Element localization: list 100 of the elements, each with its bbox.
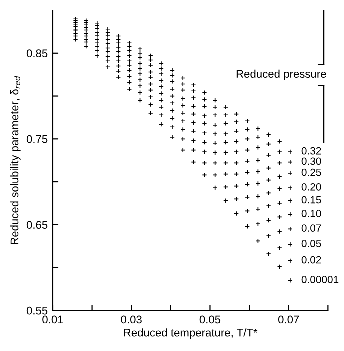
point (148, 62, 154, 68)
point (158, 122, 164, 128)
point (158, 78, 164, 84)
point (127, 80, 132, 86)
x-axis-title: Reduced temperature, T/T* (124, 328, 258, 339)
point (158, 104, 164, 110)
point (223, 150, 228, 156)
point (116, 40, 122, 46)
series-label: 0.00001 (302, 276, 339, 284)
point (127, 86, 132, 92)
point (223, 112, 228, 118)
point (94, 32, 100, 38)
point (84, 44, 89, 50)
point (212, 112, 218, 118)
y-tick-label: 0.85 (26, 50, 48, 58)
point (223, 160, 228, 166)
point (116, 68, 122, 74)
x-tick-label: 0.07 (278, 316, 300, 324)
point (116, 58, 122, 64)
point (127, 68, 132, 74)
point (127, 40, 132, 46)
point (158, 66, 164, 72)
point (212, 132, 218, 137)
point (127, 74, 132, 80)
point (223, 184, 228, 190)
point (127, 44, 132, 50)
point (94, 53, 100, 58)
point (158, 71, 164, 76)
point (212, 140, 218, 146)
point (170, 124, 175, 130)
point (288, 150, 293, 155)
point (94, 44, 100, 50)
series-label: 0.02 (302, 256, 322, 264)
point (180, 136, 186, 142)
x-tick-label: 0.01 (42, 316, 64, 324)
point (158, 98, 164, 104)
point (106, 58, 111, 64)
point (245, 170, 250, 176)
point (212, 160, 218, 166)
point (127, 62, 132, 68)
point (148, 53, 154, 58)
point (212, 150, 218, 156)
point (234, 119, 240, 124)
point (288, 278, 293, 284)
point (288, 242, 293, 248)
point (170, 116, 175, 122)
point (127, 53, 132, 58)
series-label: 0.20 (302, 183, 322, 191)
y-axis-title: Reduced solubility parameter, δ$_{red}$ (10, 76, 21, 245)
x-tick-label: 0.05 (200, 316, 221, 324)
point (158, 112, 164, 118)
point (245, 224, 250, 230)
point (148, 102, 154, 108)
point (170, 86, 175, 92)
point (212, 98, 218, 104)
point (127, 58, 132, 64)
y-tick-label: 0.55 (26, 306, 48, 315)
series-label: 0.30 (302, 158, 322, 166)
point (223, 198, 228, 204)
series-label: 0.25 (302, 168, 322, 176)
series-label: 0.15 (302, 196, 322, 204)
point (234, 150, 240, 155)
point (106, 41, 111, 46)
x-tick-label: 0.03 (121, 316, 142, 324)
point (106, 64, 111, 70)
point (158, 84, 164, 90)
y-tick-label: 0.75 (26, 135, 48, 144)
point (245, 194, 250, 200)
point (288, 258, 293, 264)
point (94, 40, 100, 46)
legend-title: Reduced pressure (236, 70, 326, 80)
point (288, 212, 293, 218)
point (245, 136, 250, 142)
series-label: 0.10 (302, 210, 322, 218)
series-label: 0.07 (302, 224, 322, 232)
point (116, 44, 122, 50)
point (148, 74, 154, 80)
point (170, 100, 175, 106)
point (180, 118, 186, 124)
point (288, 186, 293, 191)
point (148, 110, 154, 116)
point (223, 140, 228, 146)
point (245, 182, 250, 188)
point (288, 198, 293, 204)
point (223, 132, 228, 137)
point (212, 122, 218, 128)
point (234, 160, 240, 166)
series-label: 0.05 (302, 240, 322, 248)
point (288, 170, 293, 176)
point (170, 68, 175, 74)
point (245, 158, 250, 164)
point (234, 128, 240, 134)
point (170, 134, 175, 140)
series-label: 0.32 (302, 147, 322, 155)
point (94, 26, 100, 32)
point (180, 110, 186, 116)
point (148, 94, 154, 100)
point (223, 104, 228, 110)
point (180, 96, 186, 102)
point (212, 172, 218, 178)
